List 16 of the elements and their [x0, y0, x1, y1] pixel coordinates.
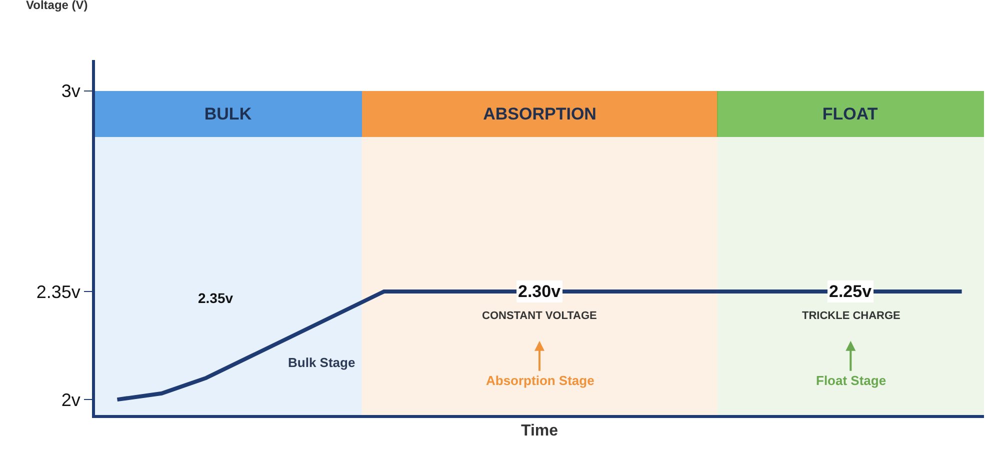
y-tick-label: 2.35v [36, 282, 80, 302]
annotation: Float Stage [816, 373, 886, 388]
annotation: Bulk Stage [288, 355, 356, 370]
annotation: Absorption Stage [486, 373, 594, 388]
y-tick-label: 3v [61, 81, 80, 102]
annotation: CONSTANT VOLTAGE [482, 310, 597, 322]
annotation: FLOAT [822, 104, 878, 124]
x-axis-title: Time [520, 422, 558, 440]
annotation: BULK [204, 104, 252, 124]
annotation: 2.35v [198, 290, 234, 306]
annotation: ABSORPTION [483, 104, 596, 124]
y-tick-label: 2v [61, 390, 80, 410]
y-axis-title: Voltage (V) [26, 0, 88, 12]
annotation: 2.25v [829, 282, 872, 301]
annotation: 2.30v [518, 282, 562, 301]
annotation: TRICKLE CHARGE [802, 310, 900, 322]
